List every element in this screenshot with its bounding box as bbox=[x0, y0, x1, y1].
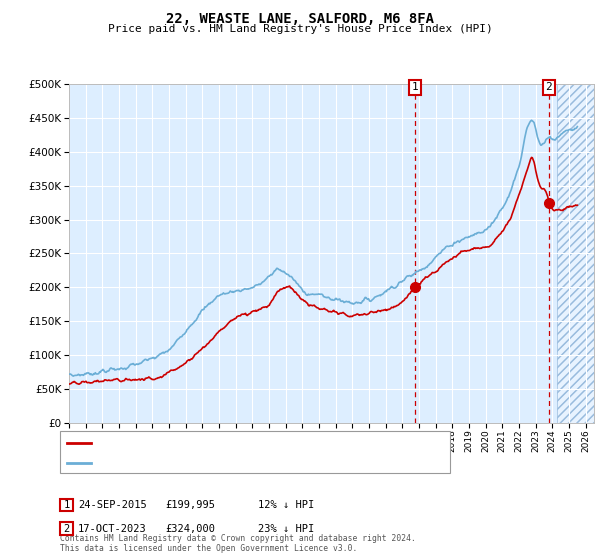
Text: 24-SEP-2015: 24-SEP-2015 bbox=[78, 500, 147, 510]
Text: £199,995: £199,995 bbox=[165, 500, 215, 510]
Text: Contains HM Land Registry data © Crown copyright and database right 2024.
This d: Contains HM Land Registry data © Crown c… bbox=[60, 534, 416, 553]
Text: 23% ↓ HPI: 23% ↓ HPI bbox=[258, 524, 314, 534]
Text: 12% ↓ HPI: 12% ↓ HPI bbox=[258, 500, 314, 510]
Bar bbox=[557, 84, 594, 423]
Text: HPI: Average price, detached house, Salford: HPI: Average price, detached house, Salf… bbox=[95, 458, 342, 467]
Text: £324,000: £324,000 bbox=[165, 524, 215, 534]
Text: 22, WEASTE LANE, SALFORD, M6 8FA (detached house): 22, WEASTE LANE, SALFORD, M6 8FA (detach… bbox=[95, 438, 377, 447]
Text: 22, WEASTE LANE, SALFORD, M6 8FA: 22, WEASTE LANE, SALFORD, M6 8FA bbox=[166, 12, 434, 26]
Bar bbox=[557, 84, 594, 423]
Text: 1: 1 bbox=[64, 500, 70, 510]
Bar bbox=[557, 84, 594, 423]
Text: Price paid vs. HM Land Registry's House Price Index (HPI): Price paid vs. HM Land Registry's House … bbox=[107, 24, 493, 34]
Bar bbox=[557, 84, 594, 423]
Text: 2: 2 bbox=[545, 82, 552, 92]
Text: 17-OCT-2023: 17-OCT-2023 bbox=[78, 524, 147, 534]
Text: 1: 1 bbox=[412, 82, 418, 92]
Text: 2: 2 bbox=[64, 524, 70, 534]
